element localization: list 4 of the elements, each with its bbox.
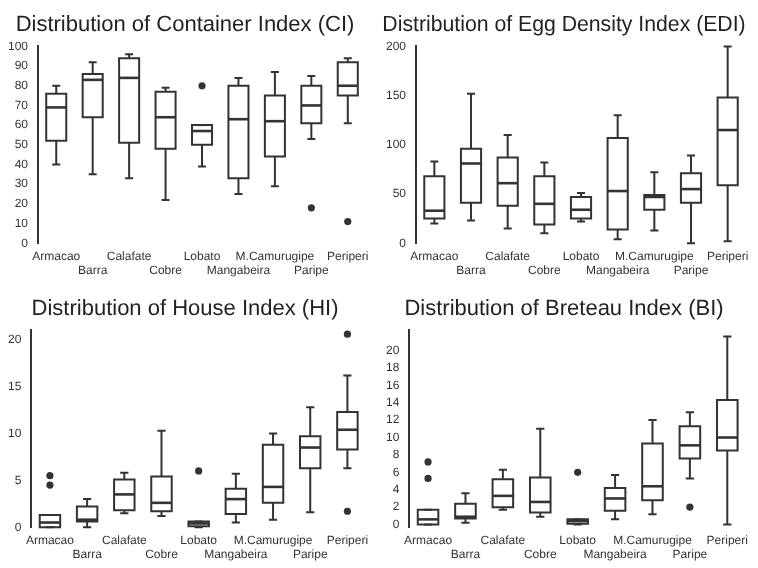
chart-title: Distribution of Egg Density Index (EDI) bbox=[382, 12, 746, 38]
chart-title: Distribution of Container Index (CI) bbox=[15, 13, 355, 38]
chart-title: Distribution of Breteau Index (BI) bbox=[404, 297, 724, 322]
chart-title: Distribution of House Index (HI) bbox=[31, 297, 339, 322]
